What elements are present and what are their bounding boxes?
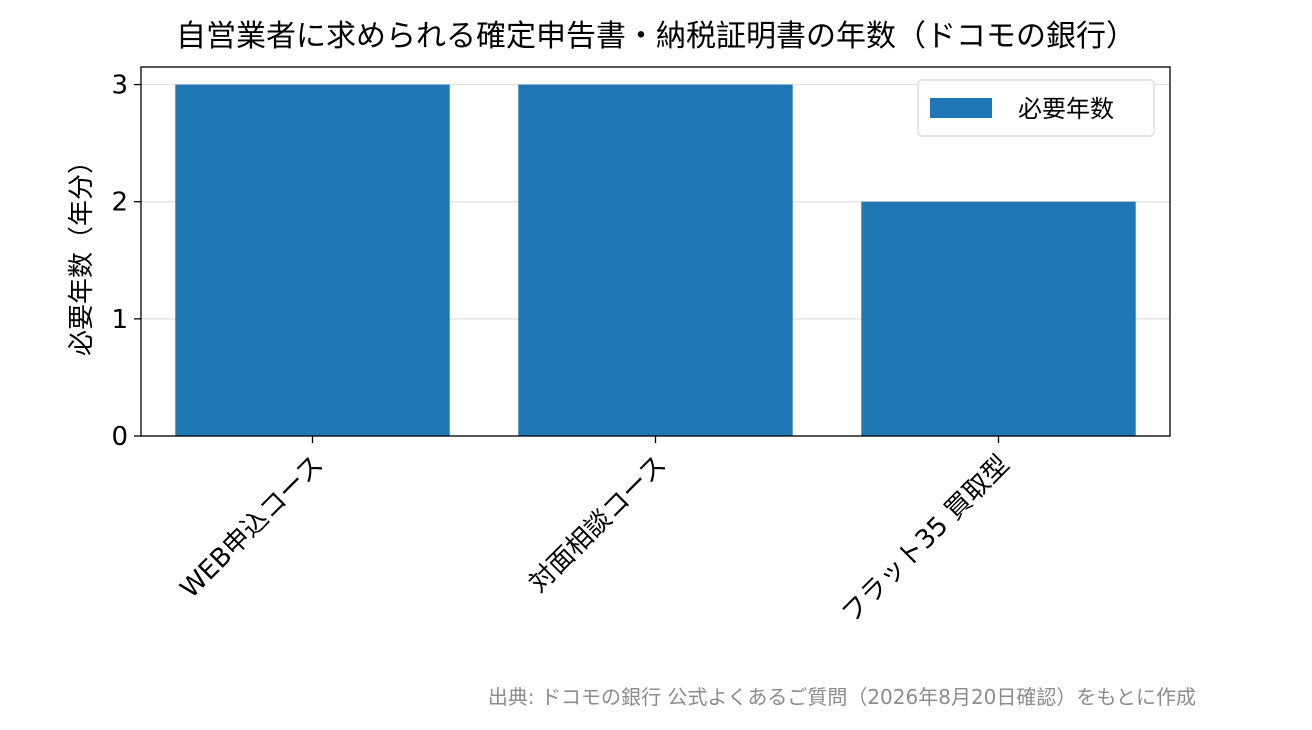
- y-tick-label: 1: [111, 305, 128, 335]
- bar: [175, 84, 450, 437]
- y-axis-label: 必要年数（年分）: [67, 148, 97, 356]
- bar: [518, 84, 793, 437]
- bar: [861, 201, 1136, 436]
- chart-title: 自営業者に求められる確定申告書・納税証明書の年数（ドコモの銀行）: [176, 19, 1136, 54]
- y-tick-label: 0: [111, 422, 128, 452]
- legend-label: 必要年数: [1018, 95, 1114, 123]
- source-note: 出典: ドコモの銀行 公式よくあるご質問（2026年8月20日確認）をもとに作成: [488, 685, 1196, 709]
- legend-box: [917, 79, 1155, 137]
- y-tick-label: 2: [111, 188, 128, 218]
- y-axis-ticks: 0 1 2 3: [111, 71, 141, 452]
- bars: [175, 84, 1136, 437]
- y-tick-label: 3: [111, 71, 128, 101]
- legend: 必要年数: [917, 79, 1155, 137]
- legend-swatch: [930, 98, 992, 118]
